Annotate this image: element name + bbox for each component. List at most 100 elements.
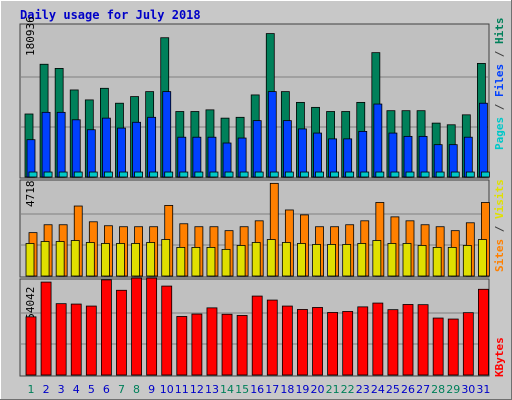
bar-pages-day-20 [315, 171, 324, 178]
bar-kbytes-day-7 [116, 289, 127, 376]
x-label-day-15: 15 [235, 383, 249, 396]
bar-files-day-22 [343, 138, 353, 178]
bar-kbytes-day-22 [342, 311, 354, 376]
chart-title: Daily usage for July 2018 [20, 8, 201, 22]
x-label-day-18: 18 [280, 383, 294, 396]
bar-files-day-26 [403, 135, 413, 178]
bar-files-day-2 [41, 111, 51, 178]
bar-files-day-24 [373, 103, 383, 178]
x-label-day-11: 11 [175, 383, 189, 396]
bar-pages-day-5 [88, 171, 98, 178]
x-label-day-29: 29 [446, 383, 460, 396]
bar-files-day-7 [117, 127, 126, 178]
x-label-day-6: 6 [103, 383, 110, 396]
x-label-day-1: 1 [28, 383, 35, 396]
bar-pages-day-12 [194, 171, 204, 178]
bar-kbytes-day-31 [477, 288, 489, 376]
bar-visits-day-25 [387, 243, 397, 277]
bar-kbytes-day-3 [55, 303, 67, 376]
x-label-day-4: 4 [73, 383, 80, 396]
x-label-day-5: 5 [88, 383, 95, 396]
bar-visits-day-17 [266, 239, 276, 277]
x-label-day-31: 31 [476, 383, 490, 396]
bar-visits-day-31 [477, 239, 487, 277]
bar-visits-day-3 [55, 241, 65, 277]
bar-files-day-12 [192, 136, 202, 178]
bar-files-day-8 [132, 121, 141, 178]
bar-pages-day-25 [390, 171, 400, 178]
ymax-label-top: 180936 [24, 16, 37, 56]
bar-pages-day-21 [330, 171, 340, 178]
bar-visits-day-5 [85, 242, 95, 277]
x-label-day-7: 7 [118, 383, 125, 396]
bar-kbytes-day-15 [236, 315, 248, 376]
bar-visits-day-27 [417, 245, 427, 277]
bar-pages-day-6 [104, 171, 113, 178]
bar-visits-day-18 [281, 242, 291, 277]
x-label-day-30: 30 [461, 383, 475, 396]
bar-visits-day-12 [191, 247, 201, 277]
legend-kbytes: KBytes [493, 337, 506, 377]
bar-visits-day-15 [236, 245, 246, 277]
x-label-day-8: 8 [133, 383, 140, 396]
x-label-day-22: 22 [341, 383, 355, 396]
bar-kbytes-day-18 [281, 305, 293, 376]
bar-files-day-18 [282, 120, 292, 178]
bar-visits-day-28 [432, 247, 442, 277]
bar-files-day-9 [147, 116, 157, 178]
legend-part-1: / [493, 219, 506, 239]
bar-visits-day-22 [342, 244, 352, 277]
x-label-day-9: 9 [148, 383, 155, 396]
bar-visits-day-30 [462, 245, 472, 277]
bar-pages-day-27 [420, 171, 430, 178]
bar-kbytes-day-24 [372, 302, 384, 376]
x-label-day-21: 21 [326, 383, 340, 396]
ymax-label-middle: 4718 [24, 181, 37, 208]
bar-files-day-21 [328, 138, 338, 178]
bar-pages-day-2 [43, 171, 53, 178]
bar-pages-day-24 [375, 171, 385, 178]
legend-part-4: Hits [493, 18, 506, 45]
legend-part-3: / [493, 44, 506, 64]
bar-kbytes-day-21 [327, 312, 339, 376]
legend-part-0: Pages [493, 117, 506, 150]
legend-part-2: Visits [493, 179, 506, 219]
bar-kbytes-day-11 [176, 316, 188, 376]
bar-pages-day-19 [300, 171, 309, 178]
bar-kbytes-day-2 [40, 281, 52, 376]
bar-kbytes-day-1 [25, 316, 37, 376]
bar-pages-day-30 [465, 171, 475, 178]
x-label-day-12: 12 [190, 383, 204, 396]
bar-pages-day-3 [58, 171, 68, 178]
bar-files-day-1 [26, 139, 36, 178]
legend-part-0: KBytes [493, 337, 506, 377]
bar-kbytes-day-12 [191, 313, 203, 376]
bar-kbytes-day-4 [70, 303, 82, 376]
bar-files-day-15 [237, 137, 247, 178]
bar-kbytes-day-10 [161, 285, 173, 376]
bar-pages-day-10 [164, 171, 174, 178]
bar-kbytes-day-17 [266, 299, 278, 376]
bar-visits-day-13 [206, 247, 216, 277]
bar-pages-day-26 [405, 171, 415, 178]
bar-pages-day-11 [179, 171, 189, 178]
bar-pages-day-23 [360, 171, 370, 178]
bar-pages-day-7 [119, 171, 128, 178]
bar-visits-day-21 [327, 244, 337, 277]
bar-kbytes-day-23 [357, 306, 369, 376]
bar-visits-day-2 [40, 241, 50, 277]
bar-kbytes-day-25 [387, 309, 399, 376]
bar-files-day-3 [56, 111, 66, 178]
x-label-day-27: 27 [416, 383, 430, 396]
bar-files-day-10 [162, 91, 172, 178]
x-label-day-28: 28 [431, 383, 445, 396]
bar-files-day-17 [267, 91, 277, 178]
x-label-day-24: 24 [371, 383, 385, 396]
bar-files-day-31 [478, 102, 488, 178]
bar-pages-day-1 [28, 171, 38, 178]
x-label-day-3: 3 [58, 383, 65, 396]
bar-pages-day-22 [345, 171, 355, 178]
bar-files-day-13 [207, 136, 217, 178]
bar-pages-day-13 [209, 171, 219, 178]
